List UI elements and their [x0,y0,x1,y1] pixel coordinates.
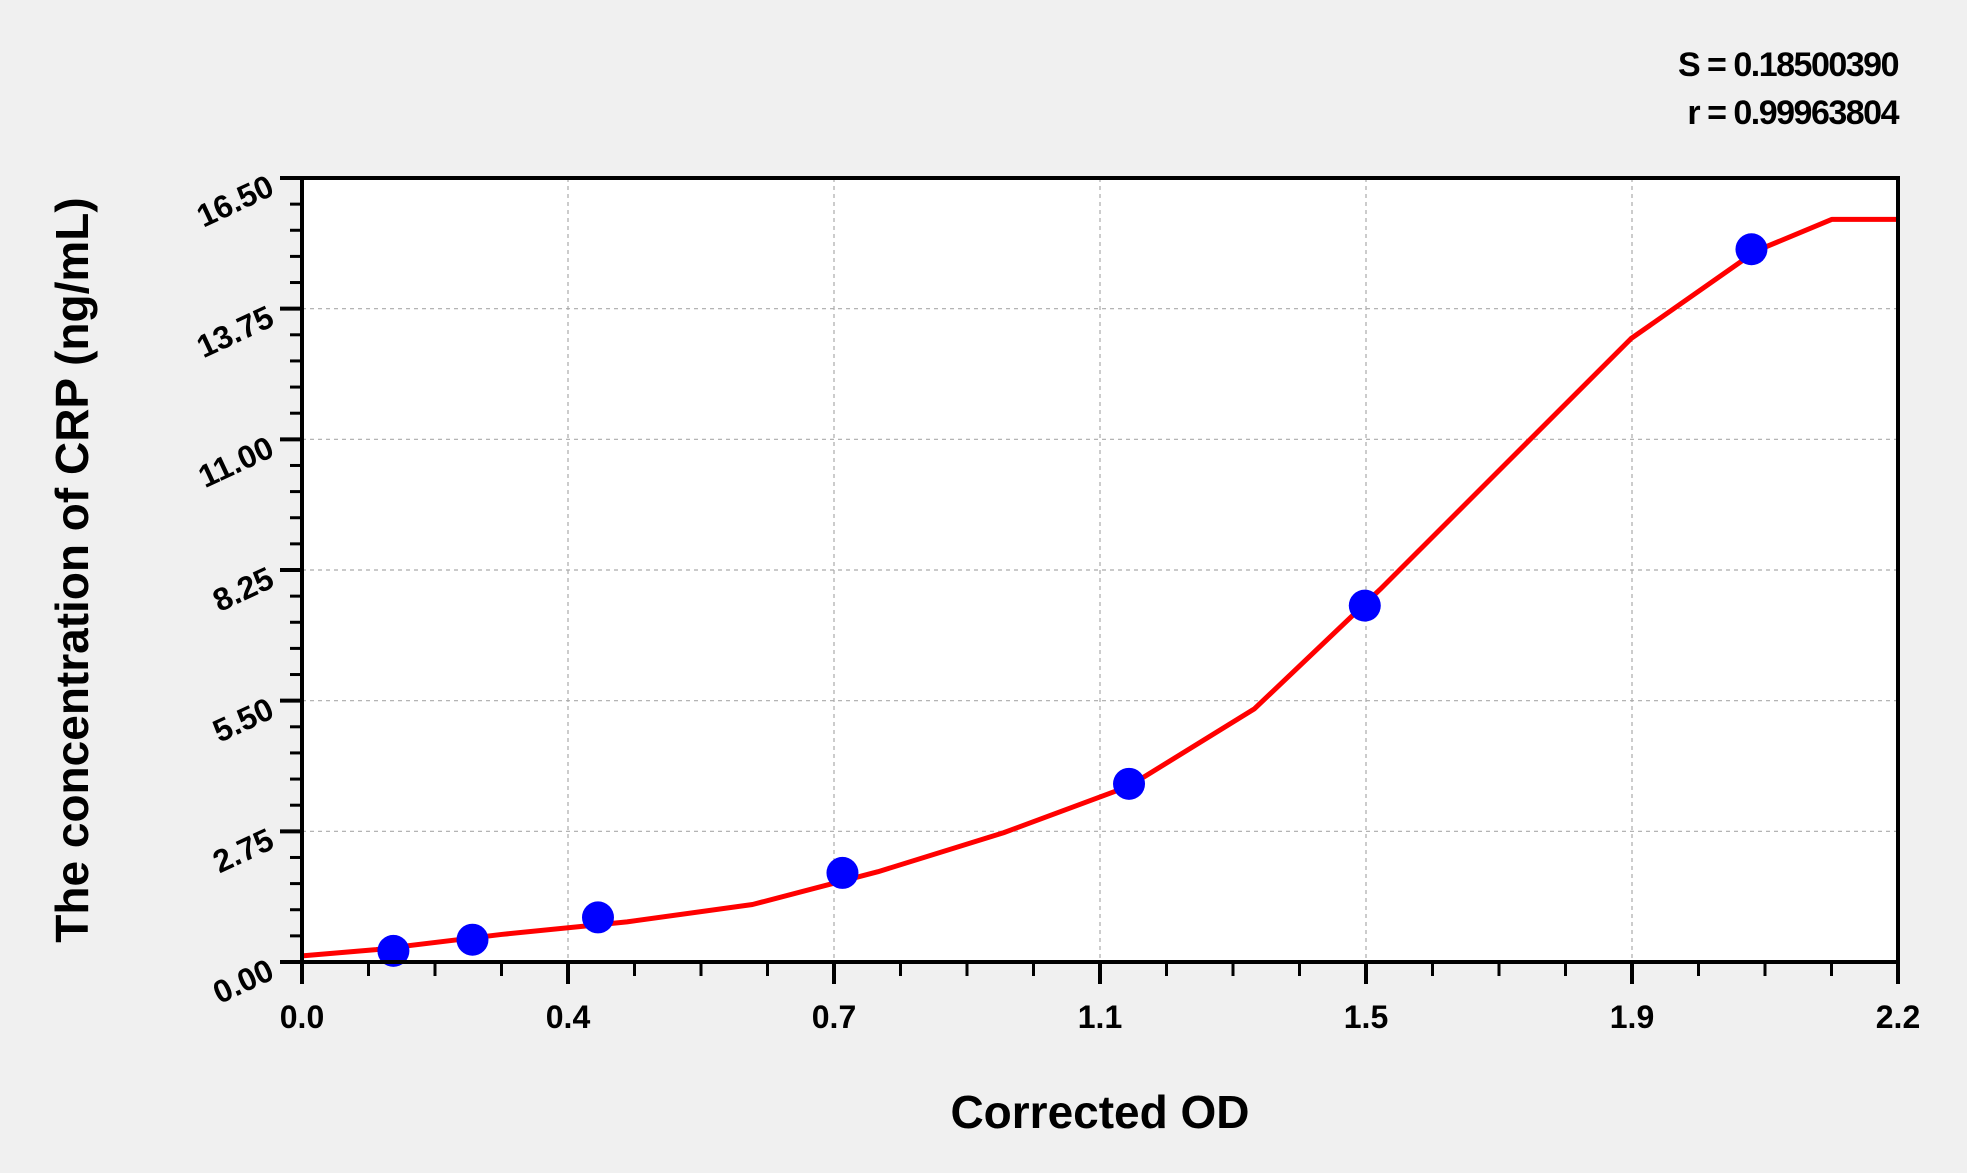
data-point [456,923,489,956]
data-point [581,901,614,934]
y-axis-title: The concentration of CRP (ng/mL) [46,197,98,942]
data-point [826,856,859,889]
x-tick-label: 2.2 [1876,999,1920,1035]
grid [302,178,1898,962]
y-tick-label: 16.50 [191,168,279,234]
data-point [1348,589,1381,622]
y-tick-labels: 0.00 2.75 5.50 8.25 11.00 13.75 16.50 [191,168,279,1011]
x-tick-label: 0.0 [280,999,324,1035]
x-tick-labels: 0.0 0.4 0.7 1.1 1.5 1.9 2.2 [280,999,1920,1035]
y-tick-label: 2.75 [207,821,279,880]
y-tick-label: 8.25 [207,560,279,619]
x-axis-title: Corrected OD [950,1086,1249,1138]
y-tick-label: 5.50 [207,690,279,749]
x-tick-label: 1.9 [1610,999,1654,1035]
y-tick-label: 13.75 [191,298,279,364]
x-tick-label: 0.4 [546,999,591,1035]
x-tick-label: 0.7 [812,999,856,1035]
data-points [377,233,1768,967]
r-value-annotation: r = 0.99963804 [1687,94,1899,132]
y-tick-label: 0.00 [207,952,279,1011]
data-point [377,934,410,967]
y-tick-label: 11.00 [193,429,279,495]
x-tick-label: 1.5 [1344,999,1388,1035]
data-point [1735,233,1768,266]
x-tick-label: 1.1 [1078,999,1122,1035]
data-point [1113,767,1146,800]
s-value-annotation: S = 0.18500390 [1678,46,1899,84]
axis-ticks [280,176,1900,984]
plot-frame [300,176,1900,964]
